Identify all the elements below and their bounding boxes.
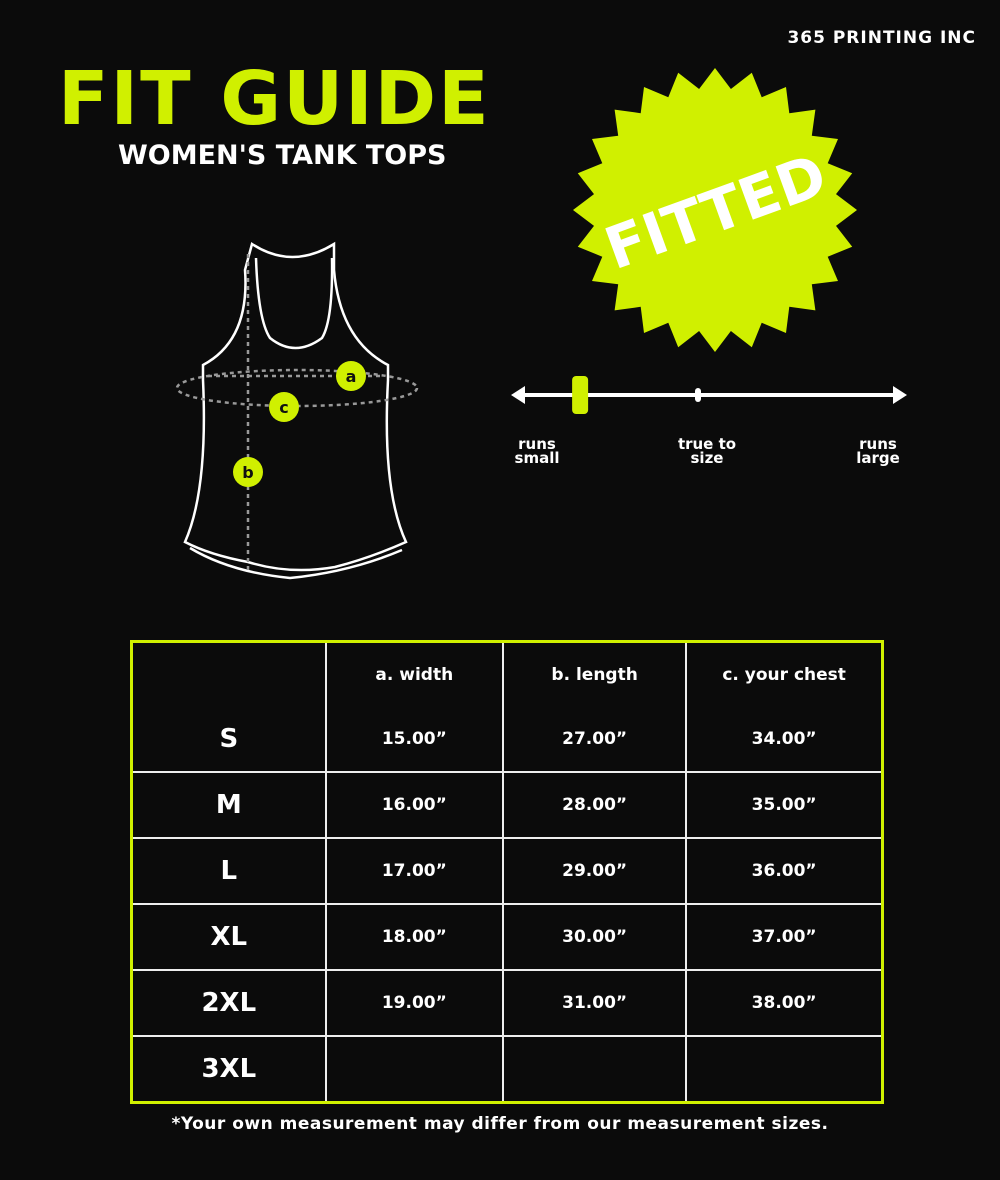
measurement-cell: 35.00” [685,771,883,839]
starburst-shape [573,68,857,352]
tank-outline [183,241,408,580]
size-label: 3XL [131,1035,327,1103]
page-subtitle: WOMEN'S TANK TOPS [118,140,447,171]
arrow-right-icon [893,386,907,404]
header-cell: a. width [324,641,504,707]
label-runs-large: runs large [856,435,900,467]
measurement-cell: 27.00” [501,707,688,773]
measurement-cell: 28.00” [501,771,688,839]
measurement-cell: 37.00” [685,903,883,971]
measurement-cell: 34.00” [685,707,883,773]
table-row: L 17.00” 29.00” 36.00” [131,837,883,905]
fit-scale [511,376,907,414]
size-label: S [131,707,327,773]
measurement-cell: 17.00” [324,837,504,905]
brand-name: 365 PRINTING INC [787,28,976,48]
measurement-cell: 29.00” [501,837,688,905]
measurement-cell: 15.00” [324,707,504,773]
table-row: S 15.00” 27.00” 34.00” [131,707,883,773]
measurement-cell: 18.00” [324,903,504,971]
marker-b-label: b [242,463,253,482]
measurement-cell: 31.00” [501,969,688,1037]
size-label: XL [131,903,327,971]
page-title: FIT GUIDE [58,56,491,142]
measurement-cell: 38.00” [685,969,883,1037]
fitted-badge: FITTED [573,68,857,352]
size-chart-table: a. width b. length c. your chest S 15.00”… [130,640,884,1104]
size-label: M [131,771,327,839]
table-header-row: a. width b. length c. your chest [131,641,883,707]
marker-c-label: c [279,398,288,417]
label-runs-small: runs small [514,435,560,467]
marker-b [233,457,263,487]
label-true-to-size: true to size [677,435,737,467]
header-cell: c. your chest [685,641,883,707]
measurement-cell: 36.00” [685,837,883,905]
measurement-cell [685,1035,883,1103]
table-row: 3XL [131,1035,883,1103]
tank-top-diagram: a c b [175,241,419,580]
size-label: L [131,837,327,905]
measurement-cell [501,1035,688,1103]
header-cell: b. length [501,641,688,707]
center-tick [695,388,701,402]
size-label: 2XL [131,969,327,1037]
header-cell [131,641,327,707]
marker-a-label: a [346,367,357,386]
footnote: *Your own measurement may differ from ou… [171,1114,829,1134]
measurement-cell: 19.00” [324,969,504,1037]
marker-a [336,361,366,391]
table-row: 2XL 19.00” 31.00” 38.00” [131,969,883,1037]
table-row: XL 18.00” 30.00” 37.00” [131,903,883,971]
marker-c [269,392,299,422]
arrow-left-icon [511,386,525,404]
table-row: M 16.00” 28.00” 35.00” [131,771,883,839]
measurement-cell: 16.00” [324,771,504,839]
measurement-cell [324,1035,504,1103]
measurement-cell: 30.00” [501,903,688,971]
fit-marker [572,376,589,414]
